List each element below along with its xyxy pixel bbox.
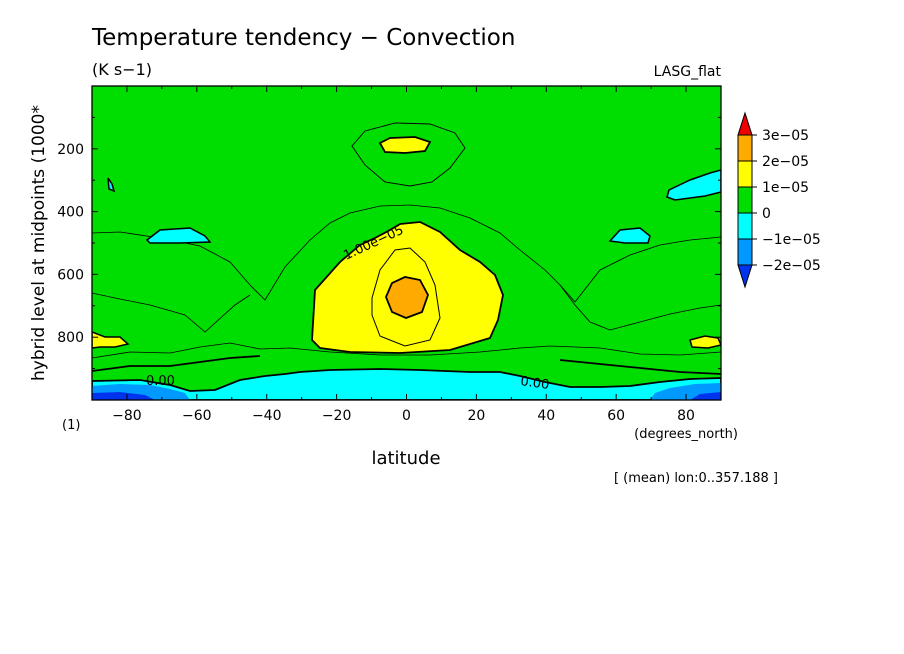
left-small-contour xyxy=(107,177,116,193)
colorbar-label: 1e−05 xyxy=(762,180,809,196)
plot-area xyxy=(92,86,721,400)
colorbar-label: −1e−05 xyxy=(762,232,821,248)
colorbar-label: 0 xyxy=(762,206,771,222)
surface-deep-negative xyxy=(92,392,155,400)
surface-negative-band xyxy=(92,368,721,400)
plume-inner-contour xyxy=(371,247,441,347)
colorbar-cap-top xyxy=(737,111,753,136)
x-tick-label: 80 xyxy=(677,408,695,424)
footnote: [ (mean) lon:0..357.188 ] xyxy=(614,471,778,486)
colorbar-label: 2e−05 xyxy=(762,154,809,170)
chart-title: Temperature tendency − Convection xyxy=(91,25,515,51)
x-axis-units: (degrees_north) xyxy=(634,427,738,442)
contour-label-zero-right: 0.00 xyxy=(519,374,550,393)
x-tick-label: 20 xyxy=(467,408,485,424)
upper-positive-blob xyxy=(378,136,432,154)
y-tick-label: 400 xyxy=(57,205,84,221)
y-tick-label: 600 xyxy=(57,267,84,283)
right-positive-blob xyxy=(689,335,721,349)
mid-contour-upper xyxy=(92,204,721,303)
y-axis-units: (1) xyxy=(62,418,80,433)
chart-units: (K s−1) xyxy=(92,60,152,79)
x-tick-label: −60 xyxy=(182,408,212,424)
mid-contour-lower xyxy=(92,292,251,333)
right-negative-blob xyxy=(608,227,651,244)
colorbar-box xyxy=(737,212,753,240)
y-tick-label: 200 xyxy=(57,142,84,158)
zero-contour-right xyxy=(559,359,721,375)
x-axis-label: latitude xyxy=(371,448,440,469)
contour-label-zero-left: 0.00 xyxy=(146,374,175,389)
y-axis: 200 400 600 800 xyxy=(57,116,721,370)
x-tick-label: 0 xyxy=(402,408,411,424)
colorbar-label: 3e−05 xyxy=(762,128,809,144)
left-negative-blob xyxy=(145,227,212,244)
colorbar-box xyxy=(737,134,753,162)
x-tick-label: 40 xyxy=(537,408,555,424)
x-tick-label: −80 xyxy=(112,408,142,424)
colorbar-label: −2e−05 xyxy=(762,258,821,274)
low-contour xyxy=(92,342,721,359)
colorbar: 3e−05 2e−05 1e−05 0 −1e−05 −2e−05 xyxy=(737,111,821,289)
left-positive-blob xyxy=(92,331,130,349)
upper-contour xyxy=(351,122,466,187)
x-tick-label: −20 xyxy=(322,408,352,424)
x-tick-label: 60 xyxy=(607,408,625,424)
mid-contour-lower-right xyxy=(559,284,721,331)
y-tick-label: 800 xyxy=(57,330,84,346)
right-upper-negative xyxy=(666,169,721,201)
plume-core xyxy=(385,276,429,319)
zero-contour xyxy=(92,355,261,372)
x-tick-label: −40 xyxy=(252,408,282,424)
x-axis: −80 −60 −40 −20 0 20 40 60 80 xyxy=(112,86,722,424)
colorbar-box xyxy=(737,160,753,188)
surface-deep-negative-right xyxy=(690,392,721,400)
dataset-label: LASG_flat xyxy=(654,64,722,80)
colorbar-box xyxy=(737,186,753,214)
colorbar-cap-bottom xyxy=(737,264,753,289)
colorbar-box xyxy=(737,238,753,266)
y-axis-label: hybrid level at midpoints (1000* xyxy=(29,105,49,381)
